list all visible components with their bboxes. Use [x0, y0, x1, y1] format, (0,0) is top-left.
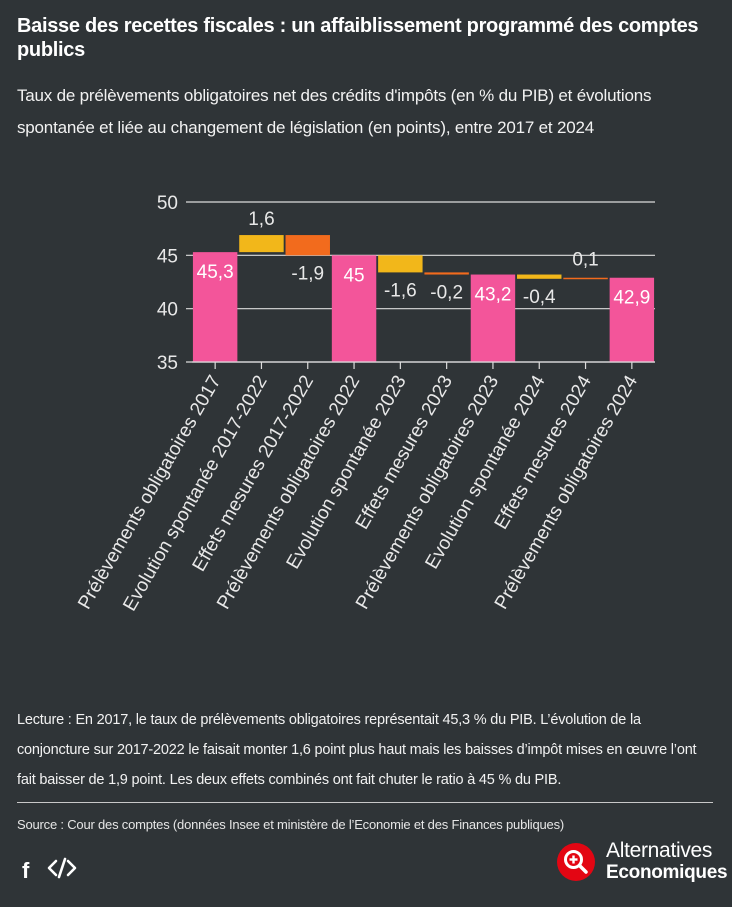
- bar-spontaneous: [378, 255, 423, 273]
- facebook-icon[interactable]: f: [22, 857, 30, 883]
- data-label: -0,2: [430, 283, 463, 304]
- data-label: 43,2: [474, 285, 511, 306]
- y-tick-label: 40: [157, 300, 178, 321]
- data-label: 45,3: [197, 262, 234, 283]
- data-label: 42,9: [613, 288, 650, 309]
- bar-spontaneous: [517, 274, 562, 279]
- y-tick-label: 50: [157, 193, 178, 214]
- brand-name-line1: Alternatives: [606, 839, 713, 862]
- data-label: -1,9: [291, 263, 324, 284]
- data-label: -0,4: [523, 287, 556, 308]
- embed-code-icon[interactable]: [47, 857, 77, 884]
- bar-total: [192, 252, 238, 362]
- waterfall-chart: 35 40 45 50 45,3 1,6 -1,9 45 -1,6 -0,2 43,2 -0,4 0,1…: [74, 193, 655, 615]
- bar-measures: [424, 272, 469, 275]
- reading-note: Lecture : En 2017, le taux de prélèvemen…: [17, 712, 697, 788]
- data-label: -1,6: [384, 280, 417, 301]
- share-bar: f: [22, 857, 77, 884]
- bar-total: [331, 255, 377, 362]
- y-tick-label: 35: [157, 353, 178, 374]
- data-label: 0,1: [572, 250, 598, 271]
- y-tick-label: 45: [157, 246, 178, 267]
- brand-name-line2: Economiques: [606, 862, 728, 883]
- bar-total: [470, 274, 516, 362]
- chart-subtitle: Taux de prélèvements obligatoires net de…: [17, 86, 652, 137]
- brand-logo[interactable]: Alternatives Economiques: [556, 839, 728, 884]
- bar-total: [609, 277, 655, 362]
- data-label: 1,6: [248, 209, 274, 230]
- magnifier-logo-icon: [557, 843, 595, 881]
- bar-spontaneous: [239, 235, 284, 253]
- bar-measures: [563, 277, 608, 280]
- data-label: 45: [343, 265, 364, 286]
- divider: [17, 802, 713, 803]
- source-note: Source : Cour des comptes (données Insee…: [17, 817, 565, 832]
- bar-measures: [285, 235, 330, 256]
- chart-title: Baisse des recettes fiscales : un affaib…: [17, 15, 699, 61]
